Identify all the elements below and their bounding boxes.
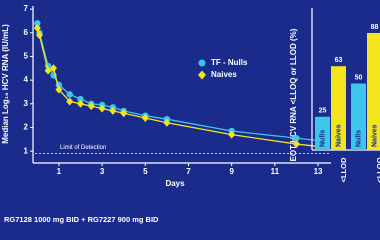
x-tick-label: 3 xyxy=(100,167,105,176)
point xyxy=(120,109,128,118)
series-line xyxy=(36,27,319,148)
bar xyxy=(367,32,380,150)
point xyxy=(66,97,74,106)
point xyxy=(109,106,117,115)
point xyxy=(77,95,84,103)
bar-value-label: 25 xyxy=(319,108,327,115)
x-tick-label: 9 xyxy=(229,167,234,176)
y-tick-label: 6 xyxy=(24,28,29,37)
footnote: RG7128 1000 mg BID + RG7227 900 mg BID xyxy=(4,215,159,224)
bar xyxy=(331,66,346,150)
point xyxy=(141,114,149,123)
y-tick-label: 4 xyxy=(24,75,29,84)
x-tick-label: 13 xyxy=(314,167,323,176)
point xyxy=(34,20,41,27)
bar xyxy=(351,83,366,150)
point xyxy=(44,66,52,75)
legend-marker xyxy=(198,70,206,80)
limit-label: Limit of Detection xyxy=(60,145,106,151)
legend-marker xyxy=(198,59,206,67)
bar-value-label: 50 xyxy=(355,74,363,81)
y-axis-label: EOT HCV RNA <LLOQ or LLOD (%) xyxy=(289,28,298,161)
legend-label: Naives xyxy=(211,70,237,79)
point xyxy=(50,64,58,73)
x-tick-label: 5 xyxy=(143,167,148,176)
y-tick-label: 5 xyxy=(24,52,29,61)
y-axis-label: Median Log₁₀ HCV RNA (IU/mL) xyxy=(1,24,10,144)
point xyxy=(228,130,236,139)
x-axis-label: Days xyxy=(165,179,185,188)
background xyxy=(0,0,380,229)
bar-series-label: Nulls xyxy=(355,130,362,147)
y-tick-label: 2 xyxy=(24,123,29,132)
point xyxy=(87,102,95,111)
x-tick-label: 1 xyxy=(57,167,62,176)
point xyxy=(98,104,106,113)
y-tick-label: 1 xyxy=(24,146,29,155)
x-tick-label: <LLOQ xyxy=(375,157,380,182)
chart: Median Log₁₀ HCV RNA (IU/mL) Days RG7128… xyxy=(0,0,380,229)
point xyxy=(77,99,85,108)
x-tick-label: 7 xyxy=(186,167,191,176)
point xyxy=(293,134,300,142)
bar-series-label: Naives xyxy=(335,124,342,147)
x-tick-label: 11 xyxy=(271,167,280,176)
y-tick-label: 3 xyxy=(24,99,29,108)
bar xyxy=(315,116,330,150)
point xyxy=(292,140,300,149)
x-tick-label: <LLOD xyxy=(339,157,348,182)
point xyxy=(35,31,43,40)
bar-value-label: 63 xyxy=(335,57,343,64)
point xyxy=(66,91,73,98)
point xyxy=(55,85,63,94)
y-tick-label: 7 xyxy=(24,4,29,13)
bar-series-label: Nulls xyxy=(319,130,326,147)
bar-value-label: 88 xyxy=(371,24,379,31)
legend-label: TF - Nulls xyxy=(211,58,248,67)
point xyxy=(163,118,171,127)
bar-series-label: Naives xyxy=(371,124,378,147)
point xyxy=(33,24,41,33)
